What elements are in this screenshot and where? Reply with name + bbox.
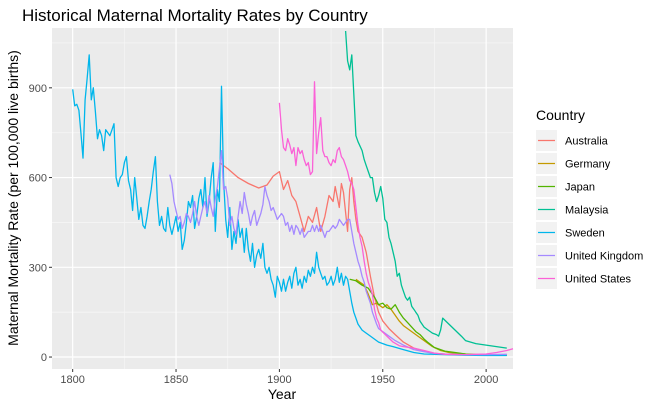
chart-title: Historical Maternal Mortality Rates by C…	[22, 6, 368, 25]
series-line-united-kingdom	[169, 149, 507, 356]
x-axis-title: Year	[268, 386, 297, 402]
y-tick-label: 600	[29, 173, 47, 185]
minor-gridlines	[52, 28, 513, 369]
y-tick-label: 900	[29, 83, 47, 95]
legend: Australia Germany Japan Malaysia Sweden Unite…	[536, 130, 643, 289]
legend-label-united-kingdom: United Kingdom	[565, 251, 643, 263]
x-tick-label: 1850	[164, 374, 188, 386]
series-line-japan	[349, 278, 507, 356]
x-tick-label: 2000	[474, 374, 498, 386]
x-tick-label: 1800	[60, 374, 84, 386]
series-lines	[72, 30, 514, 357]
x-tick-label: 1900	[267, 374, 291, 386]
y-axis-title: Maternal Mortality Rate (per 100,000 liv…	[5, 50, 21, 346]
legend-title: Country	[536, 107, 585, 123]
x-axis-ticks: 1800 1850 1900 1950 2000	[60, 369, 498, 386]
legend-label-united-states: United States	[565, 274, 632, 286]
legend-label-japan: Japan	[565, 182, 595, 194]
major-gridlines	[52, 28, 513, 369]
legend-label-australia: Australia	[565, 136, 609, 148]
y-tick-label: 300	[29, 262, 47, 274]
y-tick-label: 0	[41, 352, 47, 364]
y-axis-ticks: 0 300 600 900	[29, 83, 52, 364]
x-tick-label: 1950	[371, 374, 395, 386]
legend-label-sweden: Sweden	[565, 228, 605, 240]
legend-label-malaysia: Malaysia	[565, 205, 609, 217]
plot-panel	[52, 28, 513, 369]
series-line-australia	[219, 162, 507, 356]
series-line-malaysia	[344, 30, 507, 349]
series-line-united-states	[278, 81, 514, 356]
series-line-sweden	[72, 54, 507, 357]
legend-label-germany: Germany	[565, 159, 611, 171]
